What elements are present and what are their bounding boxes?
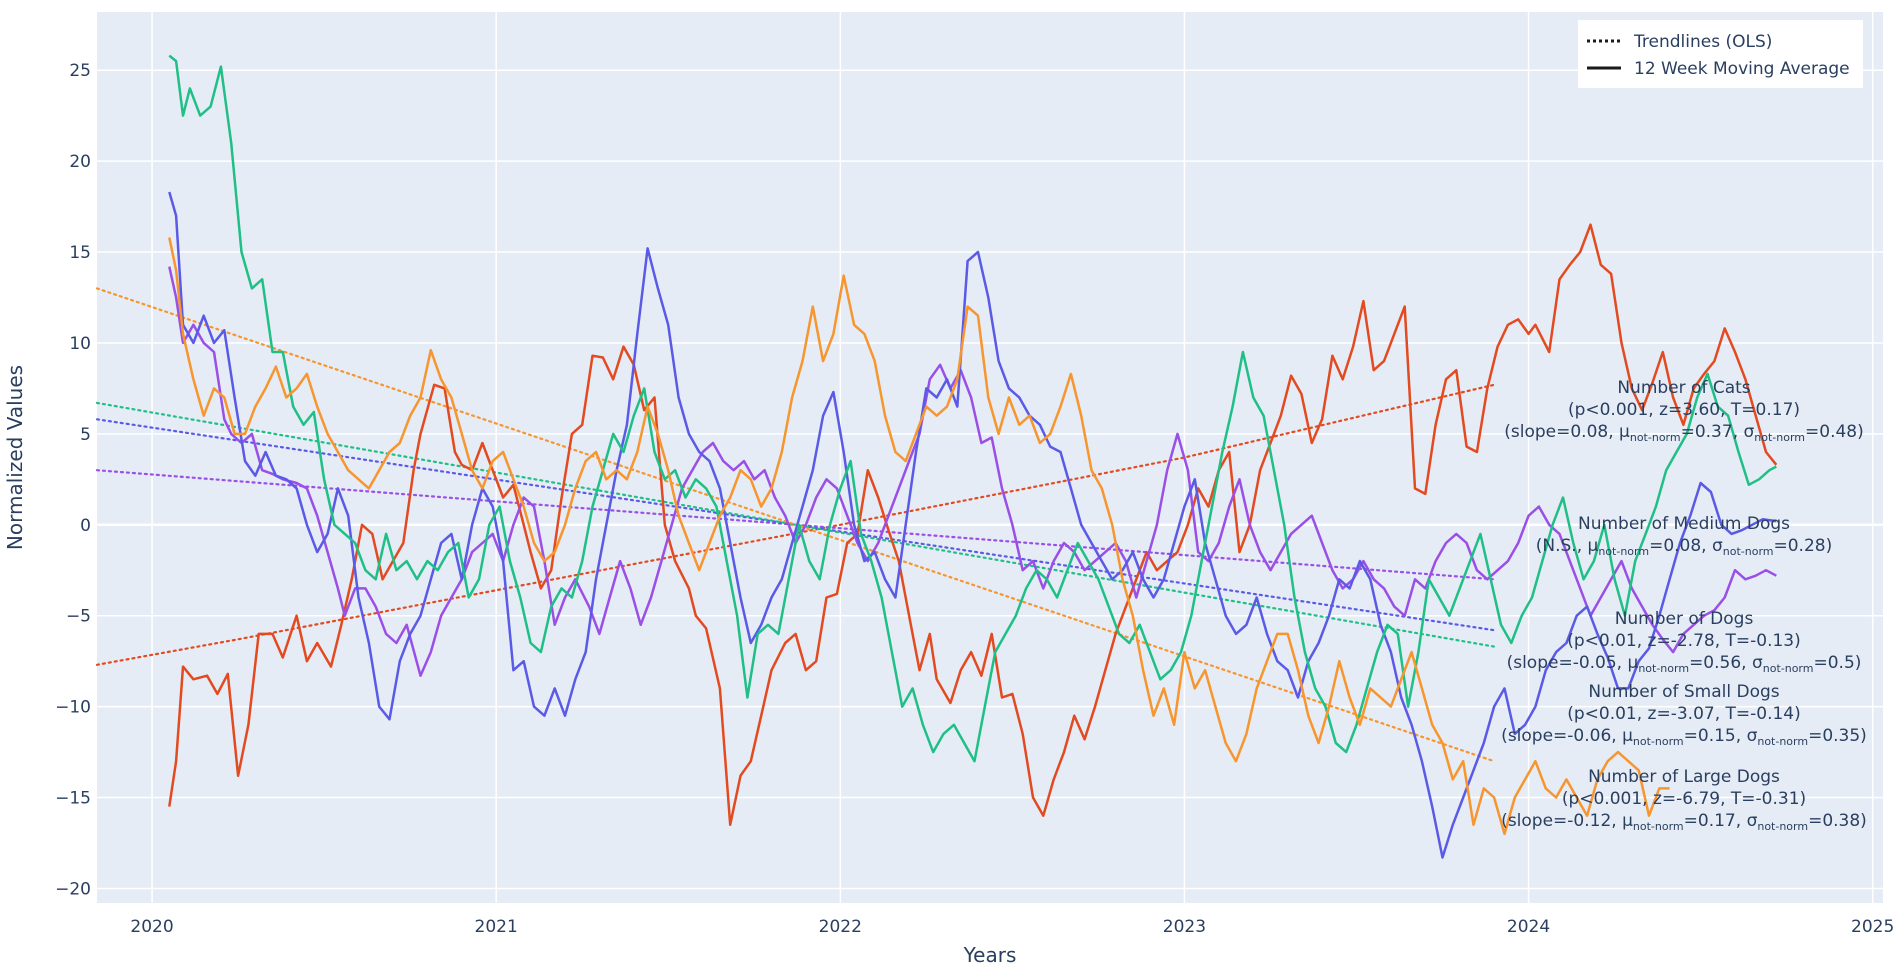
x-tick-label: 2023: [1163, 917, 1206, 937]
annotation-stats: (N.S., μnot-norm=0.08, σnot-norm=0.28): [1536, 536, 1832, 558]
annotation-line: (p<0.01, z=-2.78, T=-0.13): [1567, 631, 1801, 651]
x-tick-label: 2024: [1507, 917, 1550, 937]
y-axis-title: Normalized Values: [3, 365, 27, 550]
moving-average-medium_dogs: [168, 266, 1777, 677]
grid: [97, 12, 1883, 903]
y-tick-label: 0: [80, 516, 91, 536]
legend-label-trendlines: Trendlines (OLS): [1633, 32, 1772, 52]
series-lines: [168, 54, 1778, 859]
legend: Trendlines (OLS) 12 Week Moving Average: [1578, 20, 1863, 88]
y-tick-label: −20: [55, 879, 91, 899]
moving-average-dogs: [168, 191, 1777, 859]
annotation-line: Number of Dogs: [1615, 609, 1754, 629]
annotation-large_dogs: Number of Large Dogs(p<0.001, z=-6.79, T…: [1501, 767, 1867, 833]
annotation-dogs: Number of Dogs(p<0.01, z=-2.78, T=-0.13)…: [1507, 609, 1862, 675]
moving-average-large_dogs: [168, 237, 1670, 836]
annotation-stats: (slope=0.08, μnot-norm=0.37, σnot-norm=0…: [1504, 422, 1864, 444]
trendlines: [95, 287, 1496, 763]
y-tick-label: 5: [80, 425, 91, 445]
y-tick-label: −10: [55, 698, 91, 718]
annotation-stats: (slope=-0.05, μnot-norm=0.56, σnot-norm=…: [1507, 653, 1862, 675]
annotation-line: Number of Cats: [1617, 378, 1750, 398]
moving-average-cats: [168, 223, 1778, 827]
annotation-line: (p<0.001, z=3.60, T=0.17): [1568, 400, 1800, 420]
annotation-line: Number of Medium Dogs: [1578, 514, 1790, 534]
legend-label-moving-average: 12 Week Moving Average: [1634, 59, 1850, 79]
y-tick-label: 25: [69, 61, 91, 81]
trendline-dogs: [95, 418, 1496, 632]
annotation-stats: (slope=-0.12, μnot-norm=0.17, σnot-norm=…: [1501, 811, 1867, 833]
annotation-line: (p<0.001, z=-6.79, T=-0.31): [1562, 789, 1806, 809]
moving-average-small_dogs: [168, 54, 1777, 763]
annotation-medium_dogs: Number of Medium Dogs(N.S., μnot-norm=0.…: [1536, 514, 1832, 558]
x-tick-label: 2025: [1851, 917, 1894, 937]
y-axis-ticks: −20 −15 −10 −5 0 5 10 15 20 25: [55, 61, 91, 899]
legend-box: [1578, 20, 1863, 88]
annotation-line: Number of Small Dogs: [1588, 682, 1779, 702]
y-tick-label: 10: [69, 334, 91, 354]
trendline-medium_dogs: [95, 469, 1496, 581]
x-tick-label: 2022: [819, 917, 862, 937]
trendline-large_dogs: [95, 287, 1496, 763]
y-tick-label: 20: [69, 152, 91, 172]
annotation-line: Number of Large Dogs: [1588, 767, 1780, 787]
annotation-line: (p<0.01, z=-3.07, T=-0.14): [1567, 704, 1801, 724]
trendline-cats: [95, 383, 1496, 666]
annotation-stats: (slope=-0.06, μnot-norm=0.15, σnot-norm=…: [1501, 726, 1867, 748]
annotation-small_dogs: Number of Small Dogs(p<0.01, z=-3.07, T=…: [1501, 682, 1867, 748]
x-tick-label: 2021: [475, 917, 518, 937]
x-axis-ticks: 2020 2021 2022 2023 2024 2025: [130, 917, 1894, 937]
y-tick-label: 15: [69, 243, 91, 263]
annotation-cats: Number of Cats(p<0.001, z=3.60, T=0.17)(…: [1504, 378, 1864, 444]
x-tick-label: 2020: [130, 917, 173, 937]
y-tick-label: −5: [66, 607, 91, 627]
x-axis-title: Years: [963, 943, 1017, 967]
y-tick-label: −15: [55, 789, 91, 809]
annotations: Number of Cats(p<0.001, z=3.60, T=0.17)(…: [1501, 378, 1867, 833]
